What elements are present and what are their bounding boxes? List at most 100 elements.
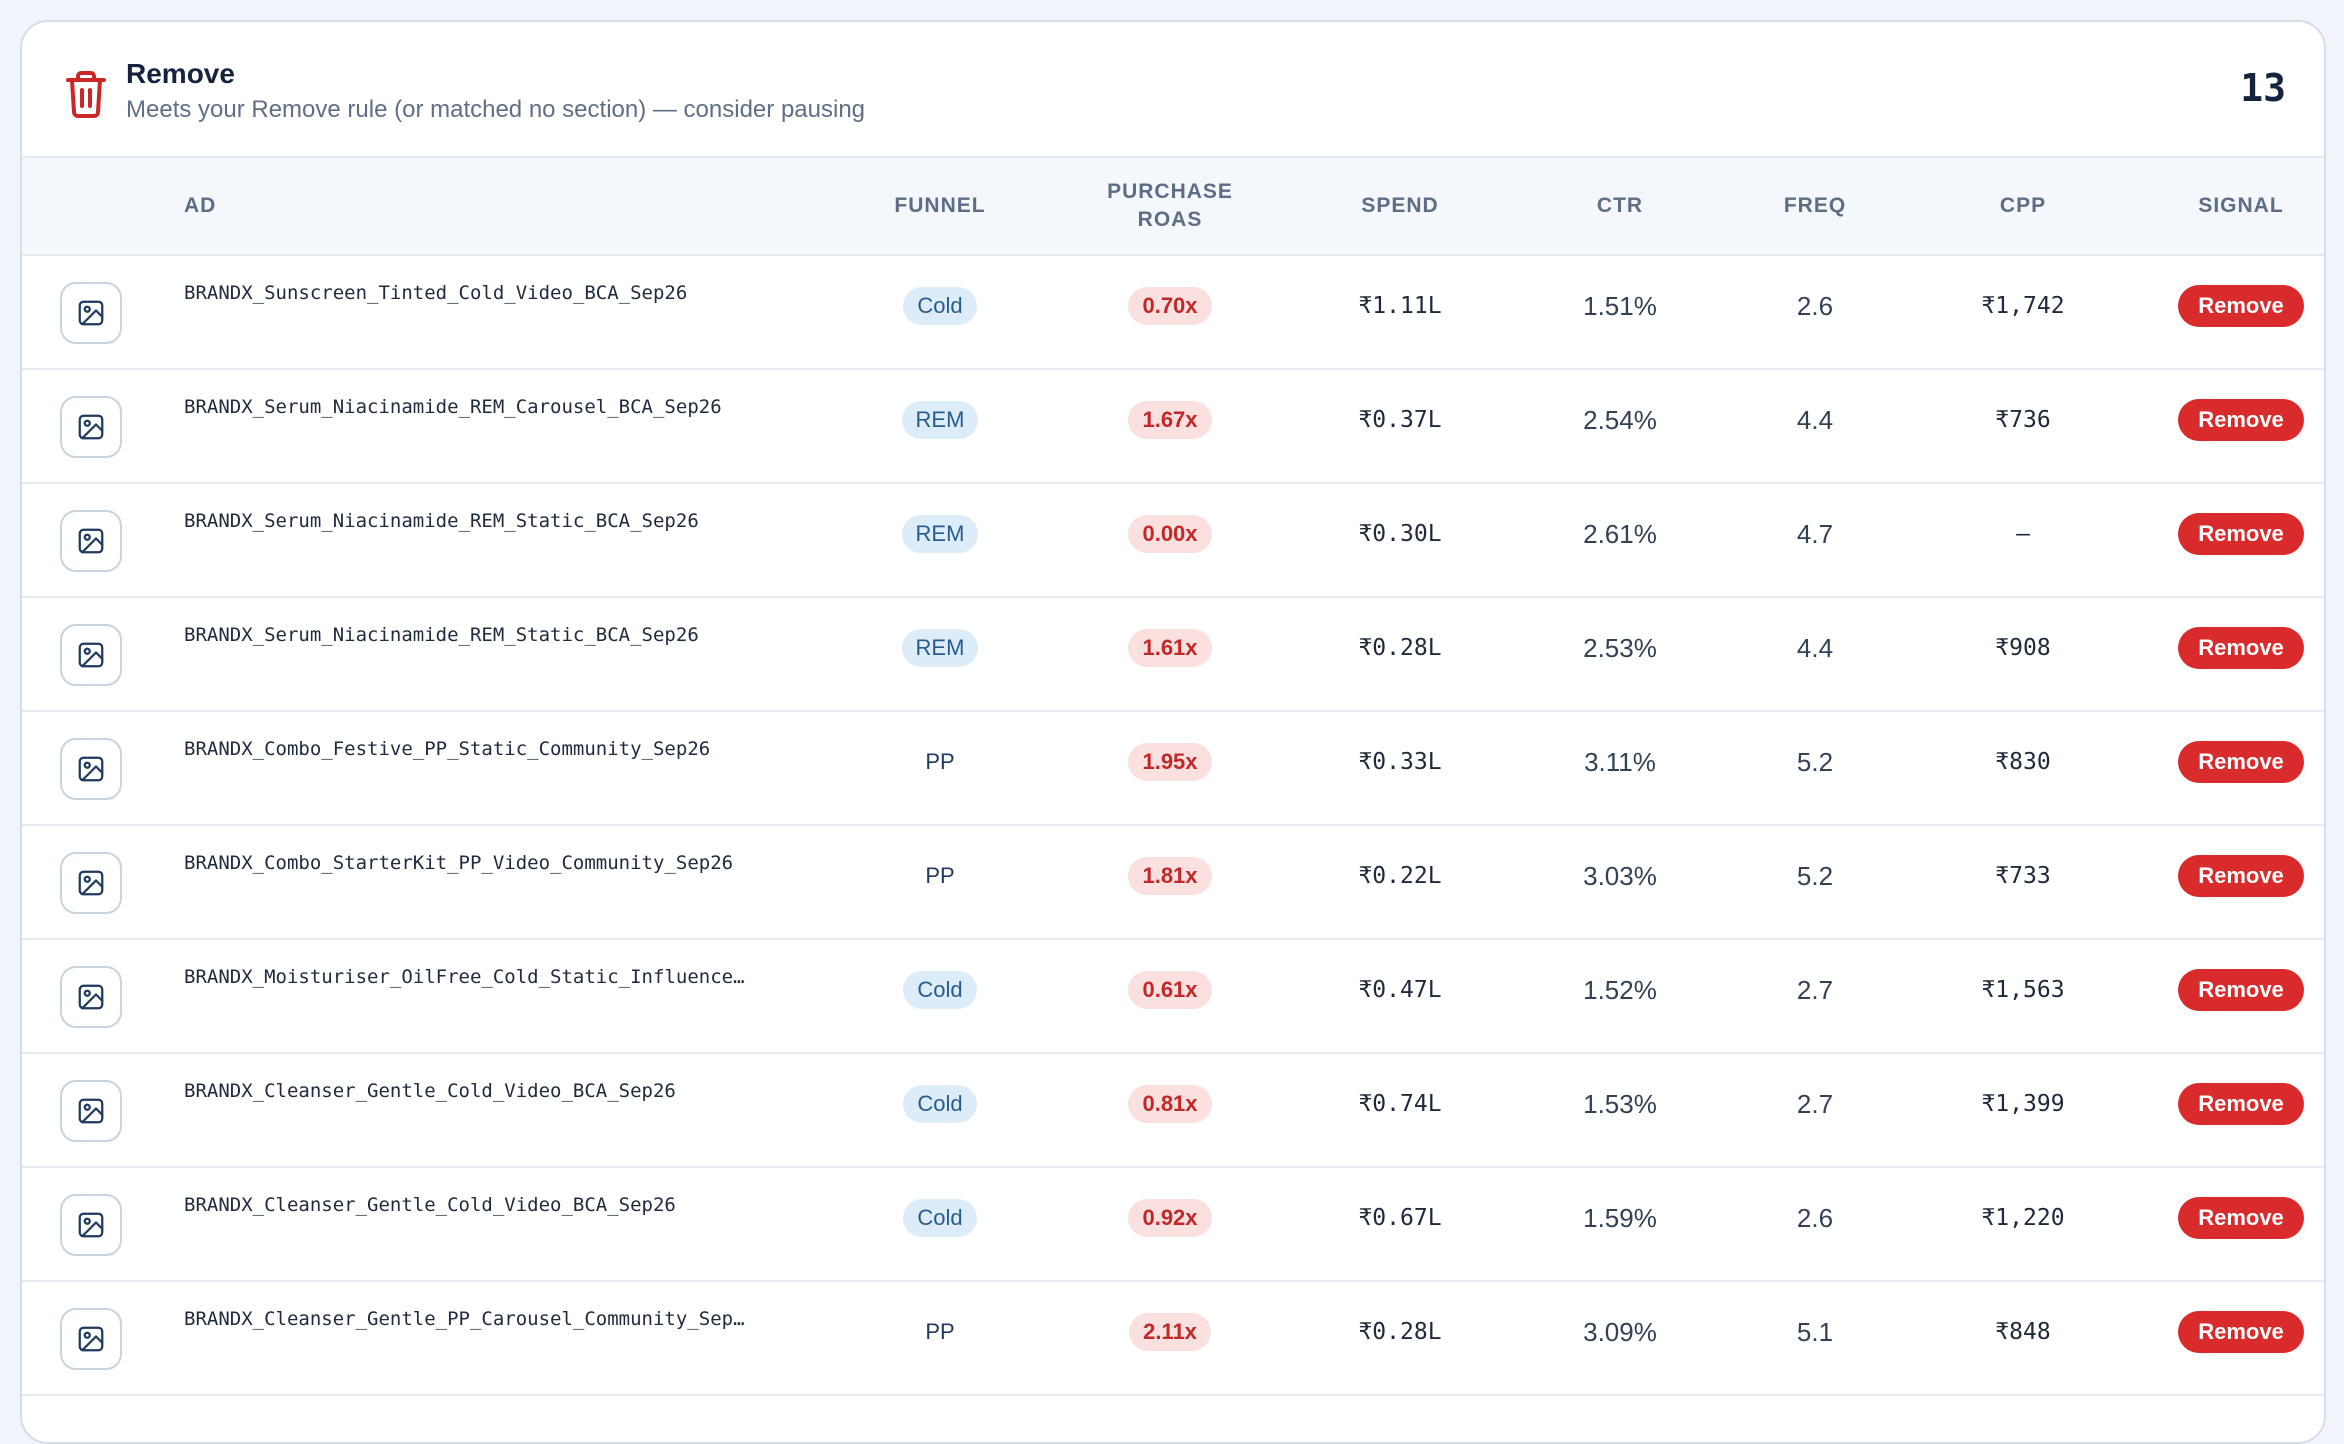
ctr-value: 1.59%: [1583, 1202, 1657, 1233]
table-row[interactable]: BRANDX_Cleanser_Gentle_PP_Carousel_Commu…: [22, 1282, 2324, 1396]
freq-value: 5.1: [1796, 1316, 1834, 1347]
funnel-cell: REM: [860, 484, 1020, 584]
signal-remove-badge[interactable]: Remove: [2178, 1083, 2304, 1125]
cpp-value: —: [2016, 521, 2030, 547]
ad-thumbnail-image-icon[interactable]: [60, 396, 122, 458]
signal-remove-badge[interactable]: Remove: [2178, 1197, 2304, 1239]
spend-value: ₹1.11L: [1358, 293, 1442, 319]
roas-badge: 0.70x: [1128, 287, 1212, 325]
ad-name[interactable]: BRANDX_Combo_Festive_PP_Static_Community…: [184, 738, 711, 760]
funnel-badge: Cold: [903, 1199, 977, 1237]
ad-name[interactable]: BRANDX_Cleanser_Gentle_Cold_Video_BCA_Se…: [184, 1080, 676, 1102]
column-header-cpp[interactable]: CPP: [1999, 194, 2047, 217]
roas-badge: 2.11x: [1129, 1313, 1211, 1351]
funnel-badge: Cold: [903, 971, 977, 1009]
spend-value: ₹0.37L: [1358, 407, 1442, 433]
roas-cell: 1.67x: [1080, 370, 1260, 470]
signal-remove-badge[interactable]: Remove: [2178, 741, 2304, 783]
roas-cell: 0.61x: [1080, 940, 1260, 1040]
signal-remove-badge[interactable]: Remove: [2178, 855, 2304, 897]
spend-value: ₹0.67L: [1358, 1205, 1442, 1231]
funnel-cell: Cold: [860, 256, 1020, 356]
ad-thumbnail-image-icon[interactable]: [60, 624, 122, 686]
ad-name[interactable]: BRANDX_Serum_Niacinamide_REM_Static_BCA_…: [184, 624, 699, 646]
roas-cell: 1.81x: [1080, 826, 1260, 926]
roas-cell: 0.81x: [1080, 1054, 1260, 1154]
table-row[interactable]: BRANDX_Sunscreen_Tinted_Cold_Video_BCA_S…: [22, 256, 2324, 370]
ad-name[interactable]: BRANDX_Combo_StarterKit_PP_Video_Communi…: [184, 852, 734, 874]
column-header-purchase-roas[interactable]: PURCHASE ROAS: [1107, 180, 1233, 231]
cpp-value: ₹1,742: [1981, 293, 2065, 319]
ctr-value: 3.11%: [1584, 746, 1656, 777]
ad-thumbnail-image-icon[interactable]: [60, 738, 122, 800]
signal-remove-badge[interactable]: Remove: [2178, 627, 2304, 669]
funnel-cell: PP: [860, 712, 1020, 812]
table-row[interactable]: BRANDX_Serum_Niacinamide_REM_Carousel_BC…: [22, 370, 2324, 484]
ad-name[interactable]: BRANDX_Serum_Niacinamide_REM_Carousel_BC…: [184, 396, 722, 418]
funnel-badge: Cold: [903, 287, 977, 325]
table-row[interactable]: BRANDX_Combo_Festive_PP_Static_Community…: [22, 712, 2324, 826]
roas-badge: 0.81x: [1128, 1085, 1212, 1123]
ad-thumbnail-image-icon[interactable]: [60, 282, 122, 344]
ctr-value: 2.61%: [1583, 518, 1657, 549]
table-row[interactable]: BRANDX_Cleanser_Gentle_Cold_Video_BCA_Se…: [22, 1168, 2324, 1282]
signal-remove-badge[interactable]: Remove: [2178, 399, 2304, 441]
signal-remove-badge[interactable]: Remove: [2178, 285, 2304, 327]
signal-remove-badge[interactable]: Remove: [2178, 1311, 2304, 1353]
signal-cell: Remove: [2161, 598, 2321, 698]
roas-badge: 0.92x: [1128, 1199, 1212, 1237]
roas-cell: 1.61x: [1080, 598, 1260, 698]
ad-name[interactable]: BRANDX_Cleanser_Gentle_Cold_Video_BCA_Se…: [184, 1194, 676, 1216]
funnel-cell: Cold: [860, 1054, 1020, 1154]
ctr-value: 3.03%: [1583, 860, 1657, 891]
signal-cell: Remove: [2161, 940, 2321, 1040]
roas-cell: 0.00x: [1080, 484, 1260, 584]
freq-value: 2.7: [1796, 1088, 1834, 1119]
signal-remove-badge[interactable]: Remove: [2178, 969, 2304, 1011]
funnel-badge: PP: [925, 749, 955, 774]
freq-value: 2.6: [1796, 1202, 1834, 1233]
roas-badge: 1.67x: [1128, 401, 1212, 439]
column-header-spend[interactable]: SPEND: [1361, 194, 1439, 217]
column-header-ad[interactable]: AD: [184, 194, 217, 217]
spend-value: ₹0.22L: [1358, 863, 1442, 889]
table-row[interactable]: BRANDX_Cleanser_Gentle_Cold_Video_BCA_Se…: [22, 1054, 2324, 1168]
freq-value: 5.2: [1796, 746, 1834, 777]
column-header-signal[interactable]: SIGNAL: [2198, 194, 2284, 217]
ad-name[interactable]: BRANDX_Sunscreen_Tinted_Cold_Video_BCA_S…: [184, 282, 688, 304]
ad-thumbnail-image-icon[interactable]: [60, 1080, 122, 1142]
column-header-funnel[interactable]: FUNNEL: [894, 194, 986, 217]
ad-name[interactable]: BRANDX_Cleanser_Gentle_PP_Carousel_Commu…: [184, 1308, 745, 1330]
ad-name[interactable]: BRANDX_Moisturiser_OilFree_Cold_Static_I…: [184, 966, 745, 988]
ad-thumbnail-image-icon[interactable]: [60, 510, 122, 572]
signal-remove-badge[interactable]: Remove: [2178, 513, 2304, 555]
table-row[interactable]: BRANDX_Serum_Niacinamide_REM_Static_BCA_…: [22, 484, 2324, 598]
table-header: AD FUNNEL PURCHASE ROAS SPEND CTR FREQ C…: [22, 158, 2324, 256]
spend-value: ₹0.74L: [1358, 1091, 1442, 1117]
cpp-value: ₹908: [1995, 635, 2051, 661]
cpp-value: ₹848: [1995, 1319, 2051, 1345]
funnel-badge: PP: [925, 1319, 955, 1344]
signal-cell: Remove: [2161, 370, 2321, 470]
cpp-value: ₹733: [1995, 863, 2051, 889]
spend-value: ₹0.33L: [1358, 749, 1442, 775]
ad-name[interactable]: BRANDX_Serum_Niacinamide_REM_Static_BCA_…: [184, 510, 699, 532]
ad-thumbnail-image-icon[interactable]: [60, 1308, 122, 1370]
roas-cell: 0.70x: [1080, 256, 1260, 356]
funnel-cell: REM: [860, 598, 1020, 698]
table-row[interactable]: BRANDX_Moisturiser_OilFree_Cold_Static_I…: [22, 940, 2324, 1054]
funnel-cell: Cold: [860, 1168, 1020, 1268]
signal-cell: Remove: [2161, 1168, 2321, 1268]
column-header-freq[interactable]: FREQ: [1783, 194, 1847, 217]
ad-thumbnail-image-icon[interactable]: [60, 852, 122, 914]
table-row[interactable]: BRANDX_Combo_StarterKit_PP_Video_Communi…: [22, 826, 2324, 940]
roas-badge: 1.95x: [1128, 743, 1212, 781]
funnel-badge: Cold: [903, 1085, 977, 1123]
cpp-value: ₹1,563: [1981, 977, 2065, 1003]
ad-thumbnail-image-icon[interactable]: [60, 1194, 122, 1256]
signal-cell: Remove: [2161, 1054, 2321, 1154]
roas-cell: 2.11x: [1080, 1282, 1260, 1382]
table-row[interactable]: BRANDX_Serum_Niacinamide_REM_Static_BCA_…: [22, 598, 2324, 712]
column-header-ctr[interactable]: CTR: [1596, 194, 1644, 217]
ad-thumbnail-image-icon[interactable]: [60, 966, 122, 1028]
